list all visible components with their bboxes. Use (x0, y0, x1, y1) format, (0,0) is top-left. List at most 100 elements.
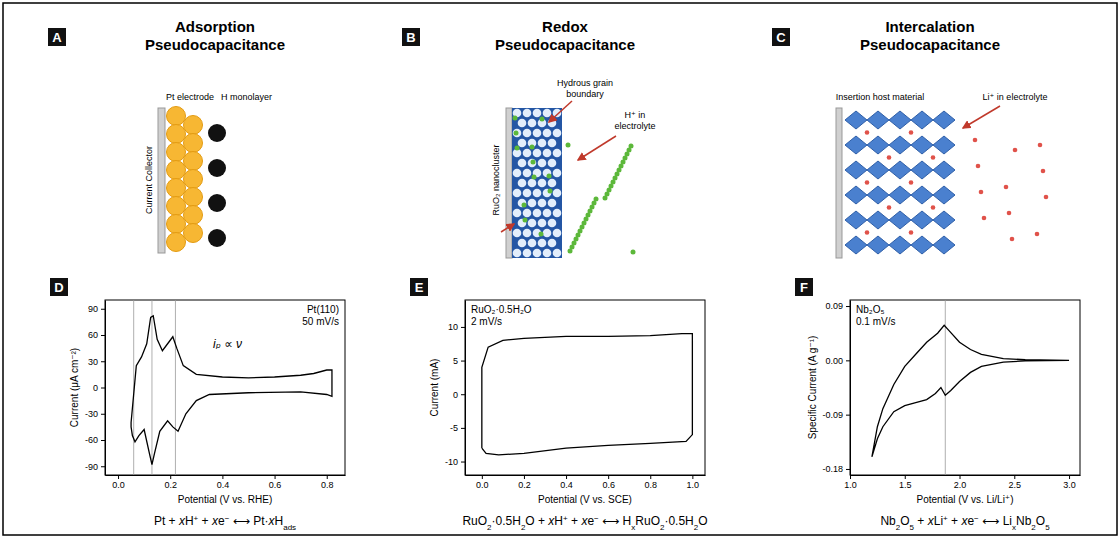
proton (539, 232, 544, 237)
equation-part: O (1036, 514, 1045, 528)
panel-title: RedoxPseudocapacitance (495, 18, 635, 53)
text-line: Pseudocapacitance (495, 36, 635, 53)
label: H⁺ inelectrolyte (614, 110, 655, 131)
tick-label: 0.0 (112, 480, 125, 490)
x-axis: 0.00.20.40.60.8 (106, 475, 346, 490)
tick-mark (101, 440, 105, 441)
host-unit (911, 161, 933, 179)
pt-atom (167, 107, 186, 126)
nanocluster (523, 109, 532, 118)
host-unit (845, 186, 867, 204)
tick: 0.6 (269, 475, 282, 490)
formula: iₚ ∝ ν (213, 337, 242, 351)
nanocluster (518, 159, 527, 168)
host-unit (911, 186, 933, 204)
pt-atom (184, 152, 203, 171)
annotation: 50 mV/s (302, 316, 339, 327)
label: Insertion host material (836, 92, 925, 102)
nanocluster (518, 119, 527, 128)
nanocluster (553, 229, 562, 238)
nanocluster (518, 139, 527, 148)
background (0, 0, 1120, 539)
lithium-ion (909, 130, 914, 135)
nanocluster (523, 229, 532, 238)
lithium-ion (1007, 211, 1012, 216)
lithium-ion (931, 205, 936, 210)
tick-mark (846, 469, 850, 470)
lithium-ion (1010, 237, 1015, 242)
tick-label: 5 (453, 356, 458, 366)
tick-mark (566, 475, 567, 479)
text-line: Pseudocapacitance (860, 36, 1000, 53)
tick-mark (461, 428, 465, 429)
tick-label: 0.2 (518, 480, 531, 490)
nanocluster (553, 169, 562, 178)
panel-letter: E (415, 280, 424, 295)
axis-title: Potential (V vs. SCE) (538, 494, 632, 505)
pt-atom (167, 143, 186, 162)
figure-border (3, 3, 1117, 535)
label: RuO₂ nanocluster (491, 144, 501, 215)
lithium-ion (1044, 195, 1049, 200)
host-unit (845, 161, 867, 179)
tick-mark (170, 475, 171, 479)
y-axis: -90-60-300306090 (85, 301, 106, 476)
proton (566, 143, 571, 148)
nanocluster (528, 199, 537, 208)
tick-mark (608, 475, 609, 479)
pt-atom (167, 179, 186, 198)
proton (522, 203, 527, 208)
tick-mark (846, 306, 850, 307)
host-unit (867, 161, 889, 179)
current-collector (158, 108, 165, 253)
tick: 1.0 (844, 475, 857, 490)
tick-mark (461, 327, 465, 328)
host-unit (867, 136, 889, 154)
host-unit (933, 236, 955, 254)
panel-letter: B (406, 30, 415, 45)
nanocluster (548, 239, 557, 248)
tick: 0 (453, 390, 465, 400)
arrow (578, 136, 616, 160)
tick-label: 3.0 (1063, 480, 1076, 490)
diagram-intercalation: Insertion host materialLi⁺ in electrolyt… (836, 92, 1049, 258)
reference-line (175, 300, 176, 475)
equation: RuO2·0.5H2O + xH+ + xe− ⟷ HxRuO2·0.5H2O (462, 514, 707, 532)
equation-part: RuO (635, 514, 660, 528)
nanocluster (548, 139, 557, 148)
label: Current Collector (144, 146, 154, 214)
nanocluster (513, 209, 522, 218)
tick-label: 0.0 (476, 480, 489, 490)
tick-label: -0.09 (822, 410, 843, 420)
nanocluster (523, 149, 532, 158)
nanocluster (543, 209, 552, 218)
nanocluster (538, 239, 547, 248)
equation-part: + (568, 514, 582, 528)
host-unit (933, 211, 955, 229)
nanocluster (518, 239, 527, 248)
chart: 0.00.20.40.60.81.0-10-50510RuO₂·0.5H₂O2 … (429, 300, 707, 532)
proton (514, 131, 519, 136)
annotation: Pt(110) (307, 304, 339, 315)
host-unit (933, 136, 955, 154)
y-axis: 0.090.00-0.09-0.18 (822, 301, 850, 476)
host-unit (845, 111, 867, 129)
current-collector (506, 108, 512, 258)
axis-line (106, 475, 346, 476)
nanocluster (523, 129, 532, 138)
proton (547, 174, 552, 179)
nanocluster (523, 209, 532, 218)
pt-atom (184, 188, 203, 207)
proton (548, 189, 553, 194)
proton (629, 144, 634, 149)
tick: 5 (453, 356, 465, 366)
host-unit (867, 111, 889, 129)
tick: -5 (450, 423, 465, 433)
nanocluster (523, 169, 532, 178)
nanocluster (528, 119, 537, 128)
tick: 0.8 (645, 475, 658, 490)
proton (530, 145, 535, 150)
nanocluster (543, 229, 552, 238)
tick: -90 (85, 462, 105, 472)
nanocluster (553, 249, 562, 258)
